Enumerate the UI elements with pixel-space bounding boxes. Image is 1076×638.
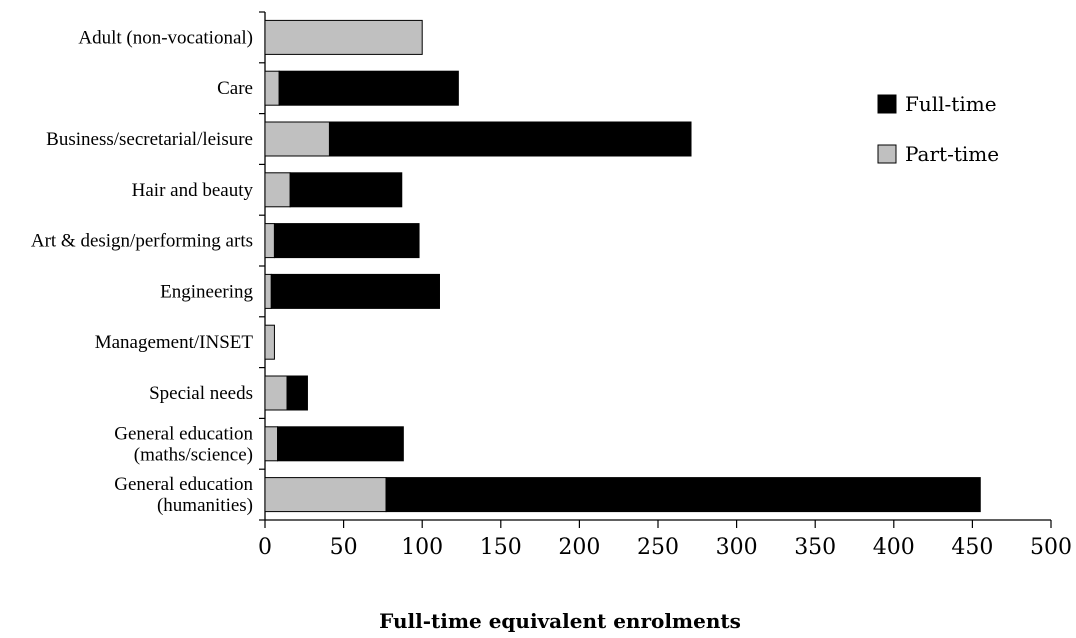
x-tick-label: 50 (330, 535, 358, 560)
category-label: Hair and beauty (132, 180, 254, 201)
chart-bars (264, 19, 981, 513)
bar-full-time (270, 273, 440, 309)
bar-part-time (264, 70, 280, 106)
x-axis-title: Full-time equivalent enrolments (379, 609, 741, 633)
legend-label: Full-time (905, 92, 997, 116)
legend-label: Part-time (905, 142, 999, 166)
category-label: Management/INSET (95, 332, 254, 353)
legend-swatch (877, 144, 897, 164)
bar-full-time (385, 477, 981, 513)
category-labels: Adult (non-vocational) Care Business/secre… (31, 27, 254, 516)
bar-part-time (264, 121, 330, 157)
bar-part-time (264, 426, 279, 462)
x-tick-label: 450 (951, 535, 993, 560)
category-label: (maths/science) (134, 444, 253, 465)
legend-swatch (877, 94, 897, 114)
bar-part-time (264, 223, 275, 259)
x-tick-label: 350 (794, 535, 836, 560)
category-label: Business/secretarial/leisure (46, 129, 253, 150)
category-label: General education (114, 423, 253, 444)
bar-full-time (277, 426, 404, 462)
bar-full-time (328, 121, 692, 157)
bar-full-time (286, 375, 308, 411)
bar-part-time (264, 273, 272, 309)
bar-part-time (264, 19, 423, 55)
category-label: Adult (non-vocational) (78, 27, 253, 48)
x-tick-label: 300 (716, 535, 758, 560)
bar-part-time (264, 477, 387, 513)
category-label: Care (217, 78, 253, 99)
x-tick-label: 500 (1030, 535, 1072, 560)
x-tick-label: 150 (480, 535, 522, 560)
category-label: (humanities) (157, 495, 253, 516)
category-label: Engineering (160, 281, 253, 302)
x-tick-label: 0 (258, 535, 272, 560)
legend: Full-time Part-time (877, 92, 999, 166)
x-tick-label: 100 (401, 535, 443, 560)
x-tick-label: 400 (873, 535, 915, 560)
x-tick-label: 250 (637, 535, 679, 560)
category-label: Special needs (149, 383, 253, 404)
bar-full-time (289, 172, 403, 208)
bar-part-time (264, 324, 275, 360)
category-label: Art & design/performing arts (31, 231, 253, 252)
category-label: General education (114, 474, 253, 495)
x-tick-label: 200 (558, 535, 600, 560)
x-tick-labels: 0 50 100 150 200 250 300 350 400 450 500 (258, 535, 1072, 560)
bar-full-time (273, 223, 420, 259)
bar-part-time (264, 172, 291, 208)
bar-full-time (278, 70, 459, 106)
bar-part-time (264, 375, 288, 411)
